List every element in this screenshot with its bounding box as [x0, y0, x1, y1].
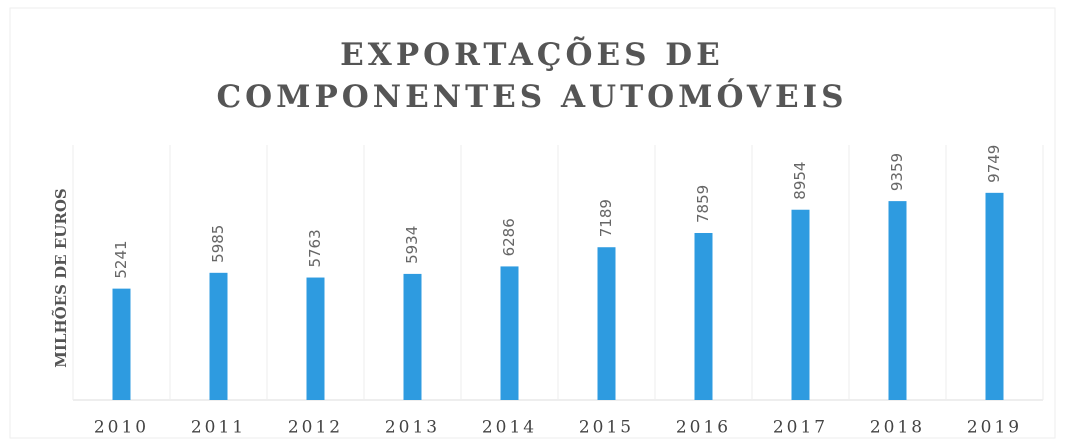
data-label: 8954	[791, 162, 809, 200]
data-label: 5763	[306, 229, 324, 267]
bar	[306, 277, 325, 400]
x-tick-label: 2017	[773, 418, 828, 438]
data-label: 7859	[694, 185, 712, 223]
x-tick-label: 2018	[870, 418, 925, 438]
bar	[985, 192, 1004, 400]
x-tick-label: 2010	[94, 418, 149, 438]
x-tick-label: 2011	[191, 418, 246, 438]
x-tick-label: 2016	[676, 418, 731, 438]
bar	[209, 272, 228, 400]
bar	[403, 273, 422, 400]
x-tick-label: 2015	[579, 418, 634, 438]
data-label: 9749	[985, 145, 1003, 183]
data-label: 9359	[888, 153, 906, 191]
chart-frame	[9, 7, 1056, 439]
x-tick-label: 2013	[385, 418, 440, 438]
bar	[597, 247, 616, 400]
data-label: 7189	[597, 199, 615, 237]
x-tick-label: 2019	[967, 418, 1022, 438]
x-tick-label: 2014	[482, 418, 537, 438]
bar	[500, 266, 519, 400]
data-label: 6286	[500, 218, 518, 256]
data-label: 5241	[112, 240, 130, 278]
data-label: 5934	[403, 226, 421, 264]
x-tick-label: 2012	[288, 418, 343, 438]
bar	[791, 209, 810, 400]
data-label: 5985	[209, 225, 227, 263]
bar	[888, 201, 907, 400]
y-axis-label: MILHÕES DE EUROS	[51, 188, 70, 367]
bar	[112, 288, 131, 400]
chart-title: EXPORTAÇÕES DE COMPONENTES AUTOMÓVEIS	[216, 37, 848, 115]
bar	[694, 232, 713, 400]
